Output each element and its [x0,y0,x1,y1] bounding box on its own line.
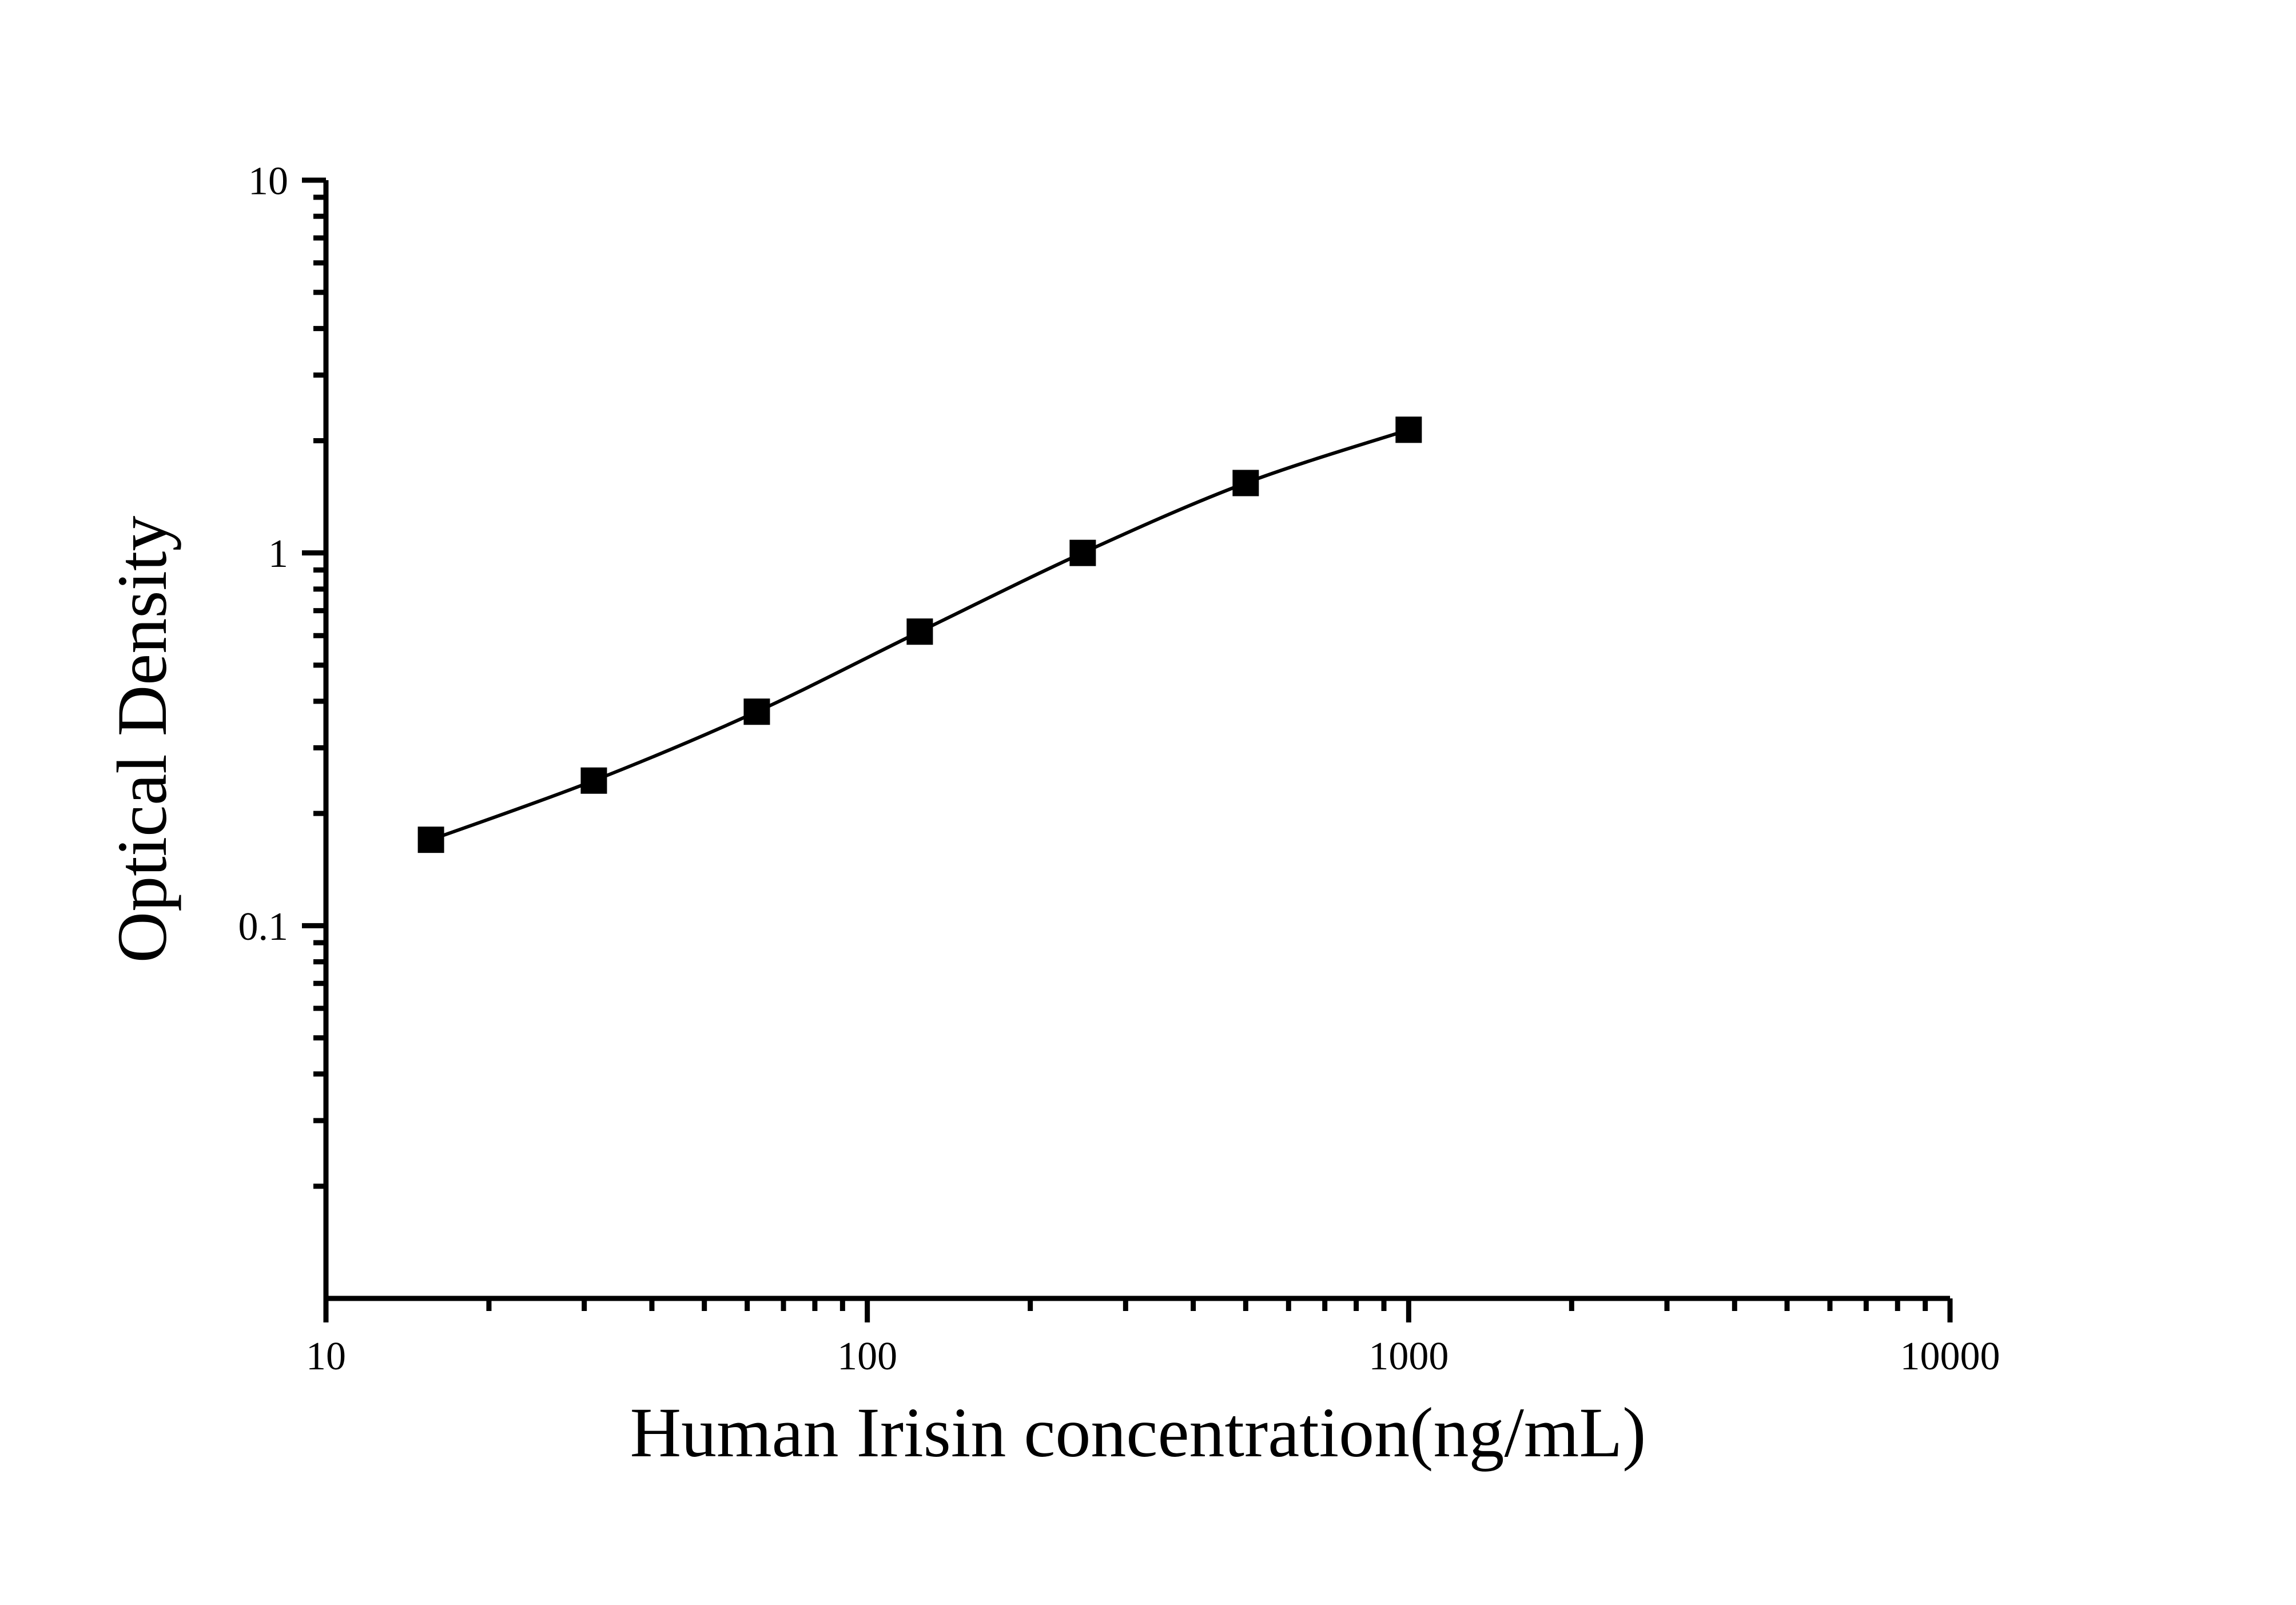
x-tick-label: 100 [837,1334,897,1378]
chart-container: 10 100 1000 10000 0.1 1 10 Human Irisin concent… [0,0,2296,1605]
data-marker [906,618,933,645]
x-tick-label: 10000 [1900,1334,2000,1378]
data-marker [580,768,607,794]
y-axis-label: Optical Density [103,516,181,963]
x-axis-label: Human Irisin concentration(ng/mL) [630,1393,1646,1472]
data-marker [418,827,444,853]
x-tick-label: 1000 [1368,1334,1449,1378]
x-tick-label: 10 [306,1334,346,1378]
data-marker [1069,540,1096,566]
y-tick-label: 1 [268,532,288,576]
y-tick-label: 0.1 [238,905,289,949]
data-marker [1395,416,1422,443]
data-marker [1232,470,1259,496]
data-marker [743,698,770,725]
standard-curve-chart: 10 100 1000 10000 0.1 1 10 Human Irisin concent… [0,0,2296,1605]
y-tick-label: 10 [248,160,288,204]
